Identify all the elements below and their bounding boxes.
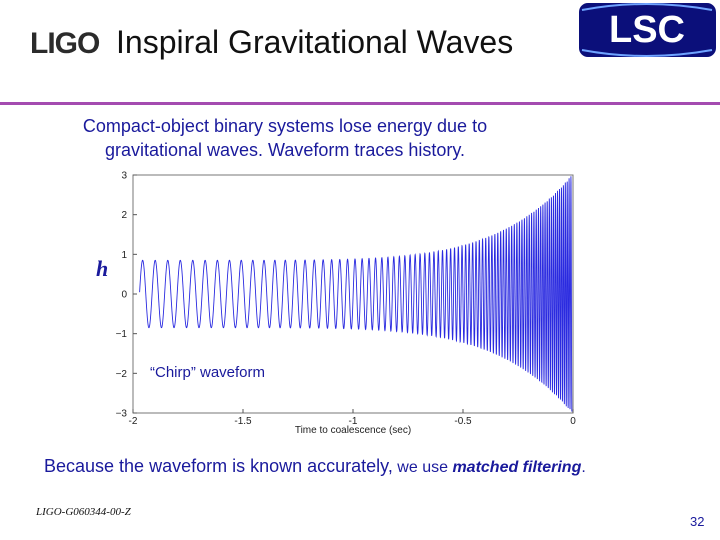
ligo-logo-text: LIGO (30, 27, 100, 60)
bottom-statement: Because the waveform is known accurately… (44, 456, 586, 477)
intro-line-2: gravitational waves. Waveform traces his… (104, 140, 466, 160)
y-tick-label: 1 (121, 250, 127, 261)
x-axis-label: Time to coalescence (sec) (295, 425, 411, 436)
bottom-part-1: Because the waveform is known accurately… (44, 456, 393, 476)
y-tick-label: −2 (116, 369, 128, 380)
y-tick-label: 2 (121, 210, 127, 221)
y-tick-label: 3 (121, 171, 127, 182)
lsc-logo-text: LSC (609, 9, 685, 51)
title-divider (0, 102, 720, 105)
x-axis: -2 -1.5 -1 -0.5 0 (129, 409, 576, 427)
y-axis: 3 2 1 0 −1 −2 −3 (116, 171, 137, 420)
intro-line-1: Compact-object binary systems lose energ… (82, 116, 488, 136)
y-tick-label: 0 (121, 290, 127, 301)
bottom-part-2: we use (392, 459, 453, 476)
x-tick-label: -1 (349, 416, 358, 427)
ligo-logo: LIGO (30, 27, 101, 60)
lsc-logo: LSC (577, 1, 718, 59)
chirp-annotation: “Chirp” waveform (150, 364, 265, 381)
matched-filtering-emphasis: matched filtering (452, 459, 582, 476)
strain-label: h (96, 256, 109, 281)
chirp-waveform-line (139, 176, 573, 412)
x-tick-label: -2 (129, 416, 138, 427)
document-id: LIGO-G060344-00-Z (36, 506, 131, 518)
page-number: 32 (690, 514, 705, 529)
x-tick-label: -0.5 (454, 416, 472, 427)
x-tick-label: -1.5 (234, 416, 252, 427)
bottom-end: . (581, 459, 586, 476)
page-title: Inspiral Gravitational Waves (116, 24, 514, 60)
intro-text: Compact-object binary systems lose energ… (40, 114, 530, 162)
y-tick-label: −3 (116, 409, 128, 420)
chirp-plot: 3 2 1 0 −1 −2 −3 -2 -1.5 -1 -0.5 0 “Chirp” wavefor… (116, 171, 577, 437)
y-tick-label: −1 (116, 329, 128, 340)
x-tick-label: 0 (570, 416, 576, 427)
